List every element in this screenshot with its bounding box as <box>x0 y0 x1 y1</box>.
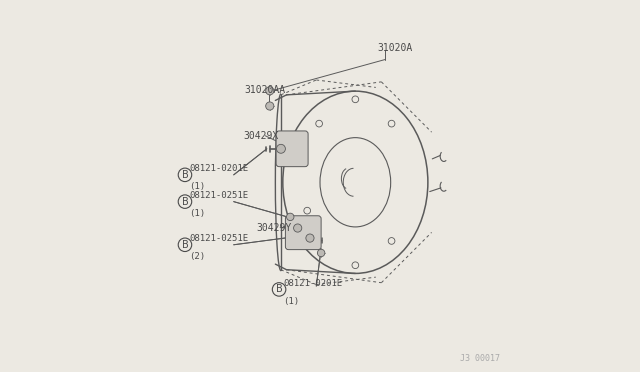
Text: (1): (1) <box>189 209 205 218</box>
Circle shape <box>294 224 302 232</box>
Text: 31020AA: 31020AA <box>245 86 286 95</box>
Circle shape <box>266 102 274 110</box>
Text: (1): (1) <box>189 182 205 191</box>
Circle shape <box>287 213 294 221</box>
Text: B: B <box>182 170 188 180</box>
Circle shape <box>388 238 395 244</box>
Text: 30429Y: 30429Y <box>257 223 292 232</box>
Circle shape <box>266 87 274 95</box>
Text: (1): (1) <box>284 297 300 306</box>
Text: 08121-0201E: 08121-0201E <box>189 164 248 173</box>
Circle shape <box>276 144 285 153</box>
FancyBboxPatch shape <box>276 131 308 167</box>
Text: B: B <box>182 197 188 206</box>
Circle shape <box>316 120 323 127</box>
Circle shape <box>306 234 314 242</box>
Circle shape <box>317 249 325 257</box>
Circle shape <box>352 262 358 269</box>
FancyBboxPatch shape <box>285 216 321 250</box>
Circle shape <box>304 207 310 214</box>
Circle shape <box>352 96 358 103</box>
Text: 08121-0251E: 08121-0251E <box>189 234 248 243</box>
Text: (2): (2) <box>189 252 205 261</box>
Text: 31020A: 31020A <box>378 43 413 52</box>
Circle shape <box>388 120 395 127</box>
Text: B: B <box>276 285 282 294</box>
Text: 08121-0201E: 08121-0201E <box>284 279 342 288</box>
Text: B: B <box>182 240 188 250</box>
Text: 08121-0251E: 08121-0251E <box>189 191 248 200</box>
Text: 30429X: 30429X <box>244 131 279 141</box>
Text: J3 00017: J3 00017 <box>460 354 500 363</box>
